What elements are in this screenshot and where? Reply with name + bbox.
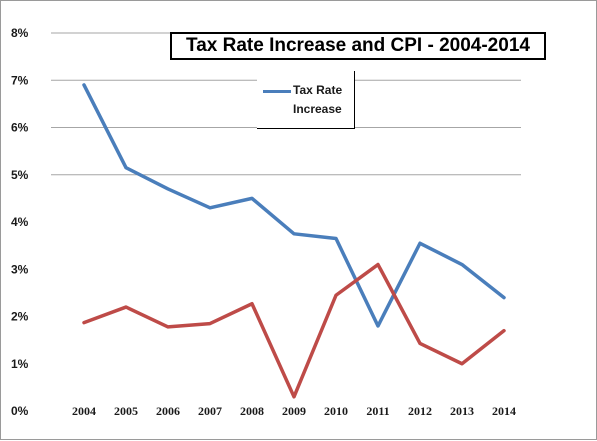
y-tick-label: 0% [11, 404, 29, 418]
data-point [376, 263, 380, 266]
data-point [292, 395, 296, 399]
y-tick-label: 6% [11, 121, 29, 135]
x-tick-label: 2005 [114, 404, 138, 418]
x-tick-label: 2014 [492, 404, 516, 418]
data-point [166, 325, 170, 329]
x-axis-ticks: 2004 2005 2006 2007 2008 2009 2010 2011 2012 2013… [72, 404, 516, 418]
data-point [376, 324, 380, 328]
x-tick-label: 2009 [282, 404, 306, 418]
data-point [82, 83, 86, 87]
y-axis-ticks: 0% 1% 2% 3% 4% 5% 6% 7% 8% [11, 26, 29, 418]
x-tick-label: 2011 [366, 404, 389, 418]
data-point [250, 302, 254, 305]
data-point [418, 342, 422, 345]
data-point [460, 263, 464, 266]
data-point [124, 166, 128, 169]
data-point [166, 187, 170, 191]
data-point [418, 242, 422, 245]
data-point [208, 206, 212, 210]
series-lines [82, 83, 506, 399]
x-tick-label: 2008 [240, 404, 264, 418]
legend-swatch-tax-rate [263, 90, 291, 93]
data-point [208, 322, 212, 325]
y-tick-label: 1% [11, 357, 29, 371]
chart-title: Tax Rate Increase and CPI - 2004-2014 [170, 32, 546, 60]
series-line-cpi [82, 262, 506, 399]
data-point [250, 197, 254, 200]
x-tick-label: 2004 [72, 404, 96, 418]
data-point [334, 237, 338, 240]
data-point [502, 296, 506, 299]
x-tick-label: 2006 [156, 404, 180, 418]
legend-label-tax-rate: Tax Rate Increase [293, 83, 343, 116]
data-point [460, 362, 464, 365]
data-point [502, 329, 506, 332]
data-point [82, 321, 86, 324]
data-point [124, 305, 128, 309]
legend: Tax Rate Increase [257, 71, 355, 129]
y-tick-label: 3% [11, 262, 29, 276]
data-point [334, 294, 338, 297]
x-tick-label: 2013 [450, 404, 474, 418]
y-tick-label: 2% [11, 310, 29, 324]
y-tick-label: 8% [11, 26, 29, 40]
y-tick-label: 7% [11, 73, 29, 87]
x-tick-label: 2012 [408, 404, 432, 418]
x-tick-label: 2007 [198, 404, 222, 418]
x-tick-label: 2010 [324, 404, 348, 418]
data-point [292, 232, 296, 236]
y-tick-label: 5% [11, 168, 29, 182]
y-tick-label: 4% [11, 215, 29, 229]
